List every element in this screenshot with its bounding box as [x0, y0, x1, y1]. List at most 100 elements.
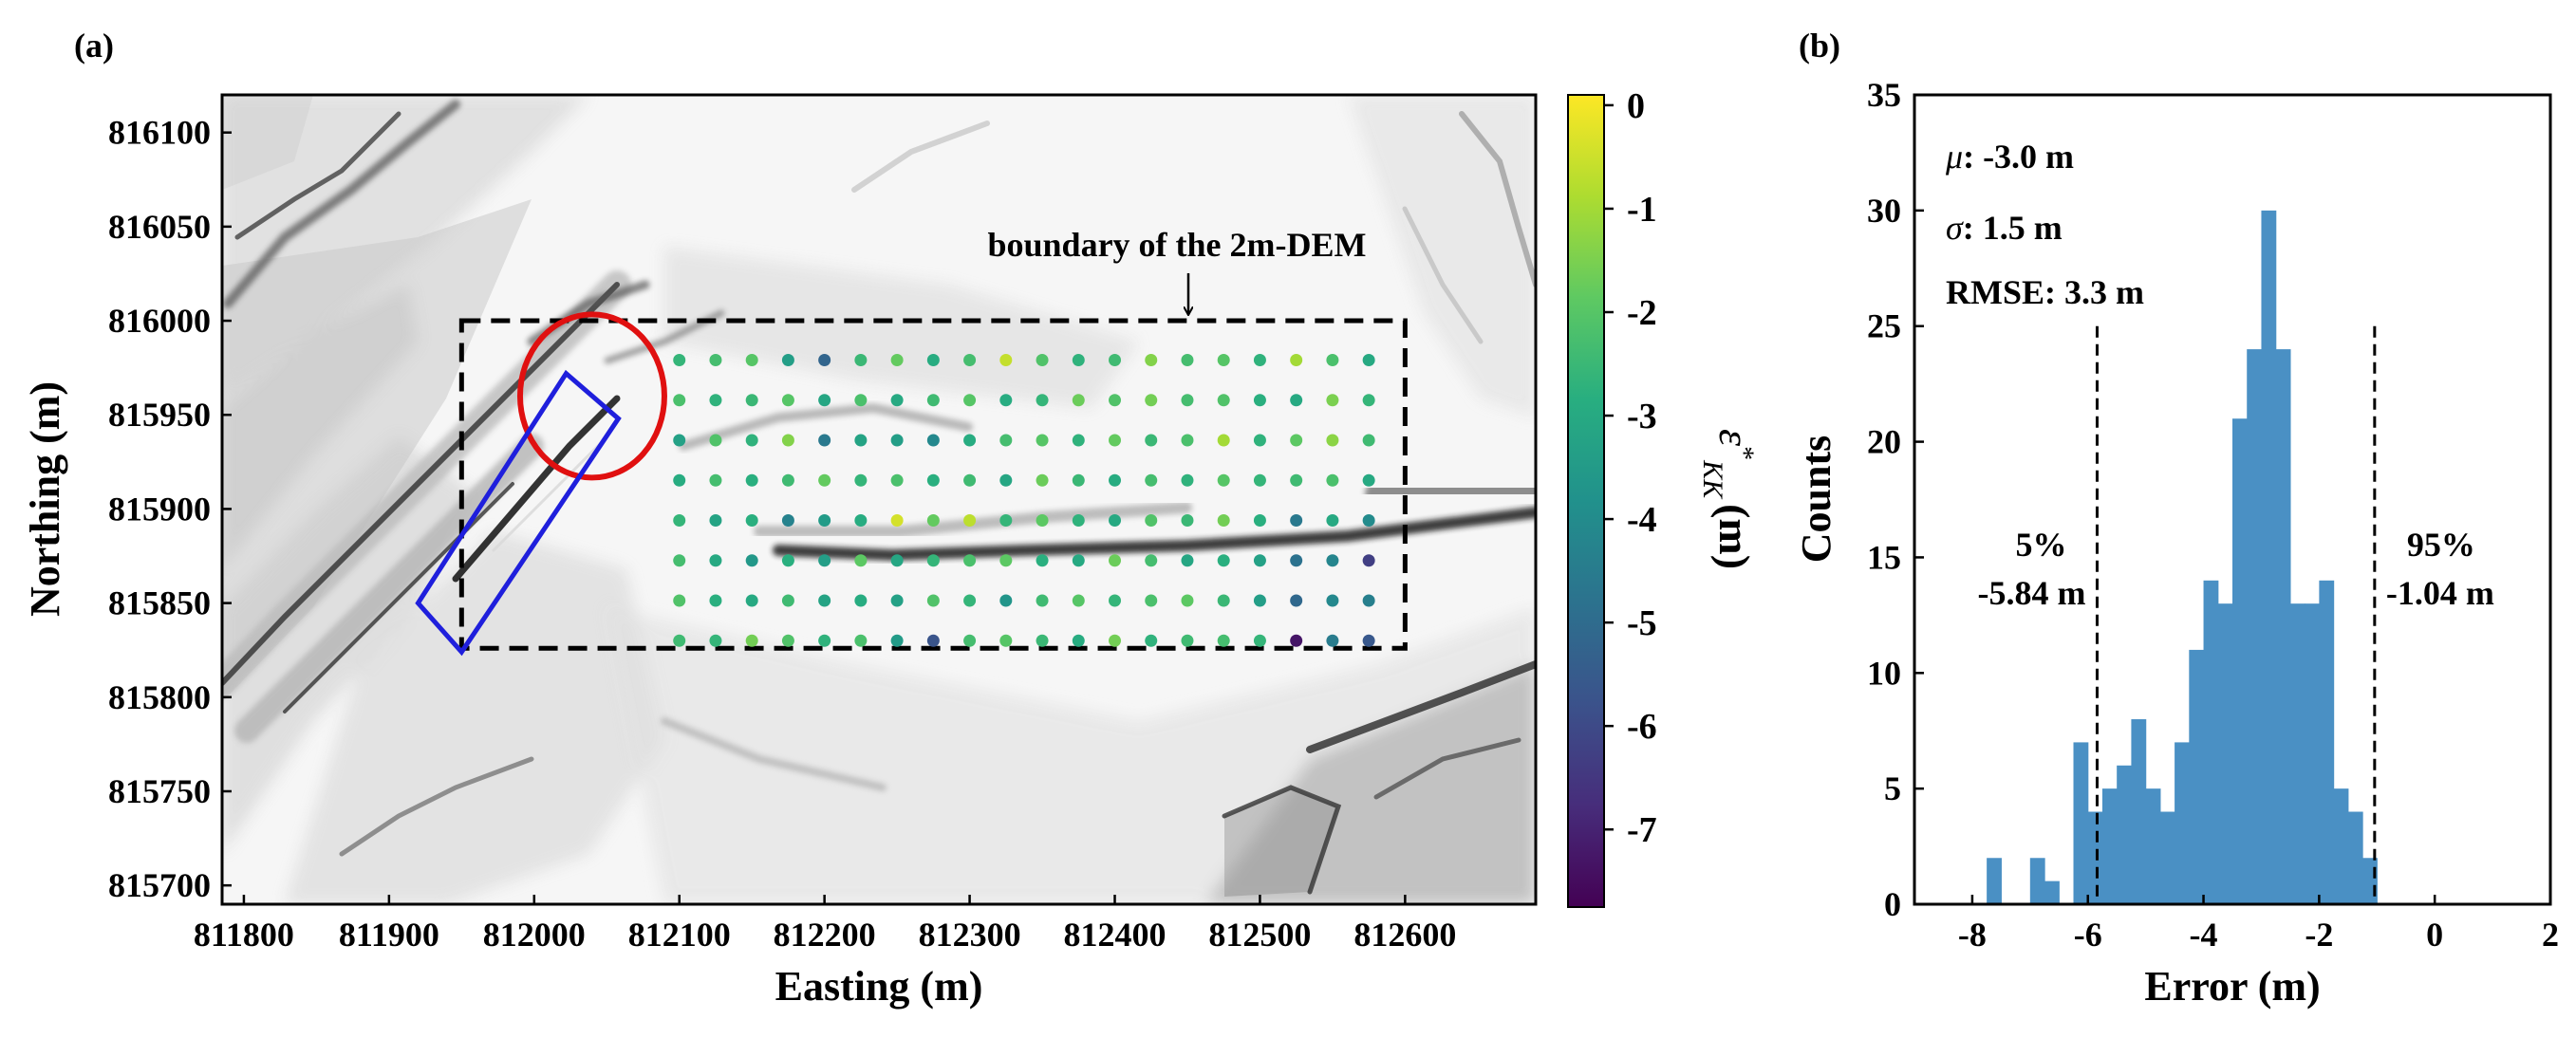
map-axes: 811800 811900 812000 812100 812200 812300 8124… [108, 114, 1456, 954]
histogram-bar [1987, 858, 2002, 904]
data-point [1181, 634, 1194, 647]
colorbar-tick-label: -6 [1627, 707, 1657, 747]
histogram-bar [2159, 811, 2175, 904]
data-point [890, 594, 904, 607]
data-point [1326, 394, 1339, 407]
highlight-rectangle [415, 369, 622, 657]
data-point [673, 594, 686, 607]
map-y-tick-label: 815800 [108, 678, 211, 716]
colorbar-tick-label: -4 [1627, 500, 1657, 540]
data-point [1072, 554, 1085, 567]
data-point [1145, 594, 1158, 607]
histogram-bar [2044, 880, 2060, 904]
map-y-tick-label: 815700 [108, 866, 211, 904]
map-y-tick-label: 816050 [108, 208, 211, 246]
data-point [781, 634, 794, 647]
data-point [1181, 394, 1194, 407]
stat-sigma: σ: 1.5 m [1946, 209, 2063, 247]
data-point [1036, 473, 1049, 487]
histogram-bar [2319, 580, 2335, 904]
histogram-bar [2131, 719, 2147, 904]
data-point [1290, 354, 1303, 367]
data-point [1072, 514, 1085, 528]
data-point [854, 514, 868, 528]
histogram-bar [2175, 742, 2190, 904]
data-point [1145, 354, 1158, 367]
data-point [1326, 434, 1339, 447]
data-point [1217, 473, 1230, 487]
data-point [1253, 634, 1266, 647]
data-point [890, 514, 904, 528]
histogram-y-tick-label: 25 [1867, 307, 1901, 345]
data-point [1290, 434, 1303, 447]
map-y-axis-label: Northing (m) [22, 381, 68, 617]
data-point [926, 473, 940, 487]
histogram-y-tick-label: 10 [1867, 654, 1901, 692]
map-x-tick-label: 812400 [1064, 916, 1167, 954]
data-point [1362, 354, 1375, 367]
colorbar [1567, 94, 1605, 908]
data-point [854, 394, 868, 407]
data-point [1036, 354, 1049, 367]
data-point [1036, 514, 1049, 528]
data-point [1253, 354, 1266, 367]
histogram-bar [2261, 210, 2277, 904]
data-point [1253, 473, 1266, 487]
percentile-value: -5.84 m [1977, 574, 2085, 612]
data-point [1145, 554, 1158, 567]
data-point [1072, 634, 1085, 647]
data-point [1109, 434, 1122, 447]
data-point [1290, 554, 1303, 567]
map-y-tick-label: 815850 [108, 584, 211, 622]
data-point [1181, 594, 1194, 607]
map-x-tick-label: 812100 [628, 916, 731, 954]
histogram-y-axis-label: Counts [1793, 436, 1839, 564]
data-point [963, 434, 977, 447]
data-point [1072, 594, 1085, 607]
colorbar-tick-label: -5 [1627, 603, 1657, 643]
data-point [963, 594, 977, 607]
data-point [1145, 473, 1158, 487]
data-point [1072, 394, 1085, 407]
data-point [745, 514, 758, 528]
data-point [781, 514, 794, 528]
map-x-tick-label: 812300 [919, 916, 1021, 954]
data-point [1290, 594, 1303, 607]
map-x-tick-label: 811800 [194, 916, 294, 954]
histogram-bar [2347, 811, 2363, 904]
data-point [673, 394, 686, 407]
data-point [1362, 434, 1375, 447]
data-point [926, 634, 940, 647]
data-point [1362, 554, 1375, 567]
dem-relief-background [222, 95, 1536, 904]
data-point [745, 434, 758, 447]
histogram-x-tick-label: 0 [2426, 916, 2443, 954]
data-point [673, 514, 686, 528]
data-point [745, 554, 758, 567]
data-point [745, 394, 758, 407]
colorbar-tick-label: -1 [1627, 190, 1657, 230]
stat-mu: μ: -3.0 m [1945, 138, 2074, 176]
data-point [999, 394, 1013, 407]
data-point [1036, 594, 1049, 607]
data-point [673, 354, 686, 367]
percentile-value: -1.04 m [2386, 574, 2494, 612]
data-point [1326, 354, 1339, 367]
highlight-ellipse [516, 311, 667, 481]
data-point [1290, 514, 1303, 528]
histogram-bar [2073, 742, 2089, 904]
data-point [1036, 394, 1049, 407]
map-x-axis-label: Easting (m) [775, 963, 983, 1010]
data-point [818, 394, 831, 407]
map-x-tick-label: 812600 [1353, 916, 1456, 954]
data-point [890, 354, 904, 367]
histogram-x-axis-label: Error (m) [2144, 963, 2320, 1010]
histogram-axes-frame [1913, 93, 2552, 906]
histogram-x-tick-label: -2 [2305, 916, 2333, 954]
percentile-label: 95% [2407, 526, 2475, 564]
percentile-label: 5% [2015, 526, 2066, 564]
histogram-x-tick-label: -6 [2074, 916, 2102, 954]
data-point [1145, 434, 1158, 447]
data-point [781, 394, 794, 407]
data-point [999, 634, 1013, 647]
